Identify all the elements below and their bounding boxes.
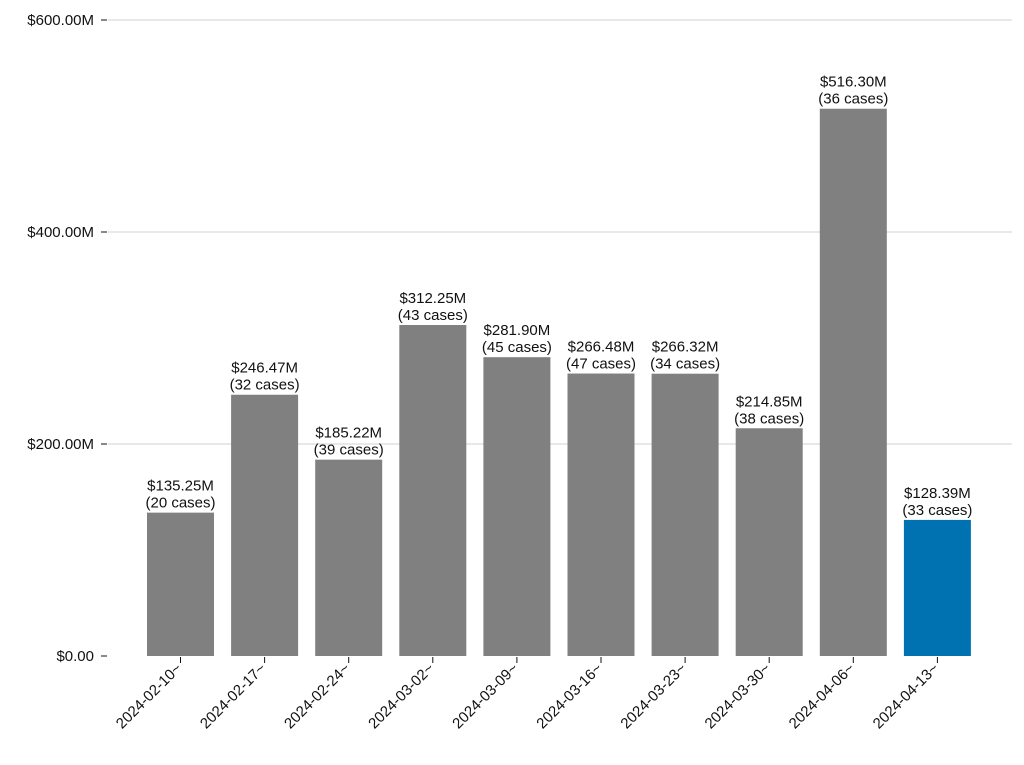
bar <box>735 428 803 656</box>
bar <box>399 325 467 656</box>
x-tick-label: 2024-03-23~ <box>617 660 690 733</box>
y-tick-label: $600.00M <box>27 12 94 29</box>
x-axis: 2024-02-10~ 2024-02-17~ 2024-02-24~ 2024-03… <box>113 657 943 733</box>
x-tick-label: 2024-03-16~ <box>533 660 606 733</box>
case-count-label: (47 cases) <box>566 356 636 373</box>
value-label: $246.47M <box>231 360 298 377</box>
bar <box>147 512 214 656</box>
y-tick-label: $200.00M <box>27 436 94 453</box>
data-labels: $135.25M(20 cases) $246.47M(32 cases) $185… <box>145 74 972 519</box>
bar <box>315 459 383 656</box>
y-tick-label: $400.00M <box>27 224 94 241</box>
case-count-label: (34 cases) <box>650 356 720 373</box>
x-tick-label: 2024-02-17~ <box>197 660 270 733</box>
x-tick-label: 2024-03-02~ <box>365 660 438 733</box>
x-tick-label: 2024-04-13~ <box>870 660 943 733</box>
x-tick-label: 2024-03-30~ <box>702 660 775 733</box>
x-tick-label: 2024-02-24~ <box>281 660 354 733</box>
case-count-label: (45 cases) <box>482 339 552 356</box>
x-tick-label: 2024-04-06~ <box>786 660 859 733</box>
case-count-label: (38 cases) <box>734 410 804 427</box>
x-tick-label: 2024-03-09~ <box>449 660 522 733</box>
bar <box>819 108 887 657</box>
case-count-label: (36 cases) <box>818 91 888 108</box>
bar <box>651 373 719 656</box>
y-tick-label: $0.00 <box>56 648 94 665</box>
value-label: $128.39M <box>904 485 971 502</box>
case-count-label: (32 cases) <box>230 377 300 394</box>
case-count-label: (39 cases) <box>314 442 384 459</box>
value-label: $312.25M <box>399 290 466 307</box>
case-count-label: (20 cases) <box>145 495 215 512</box>
value-label: $281.90M <box>484 322 551 339</box>
bar <box>231 394 299 656</box>
value-label: $516.30M <box>820 74 887 91</box>
value-label: $135.25M <box>147 478 214 495</box>
value-label: $214.85M <box>736 393 803 410</box>
bar <box>483 357 551 656</box>
x-tick-label: 2024-02-10~ <box>113 660 186 733</box>
value-label: $266.48M <box>568 339 635 356</box>
y-axis: $0.00 $200.00M $400.00M $600.00M <box>27 12 107 665</box>
bars <box>147 108 971 657</box>
bar <box>567 373 635 656</box>
bar <box>903 519 971 656</box>
value-label: $185.22M <box>315 425 382 442</box>
value-label: $266.32M <box>652 339 719 356</box>
case-count-label: (33 cases) <box>902 502 972 519</box>
case-count-label: (43 cases) <box>398 307 468 324</box>
